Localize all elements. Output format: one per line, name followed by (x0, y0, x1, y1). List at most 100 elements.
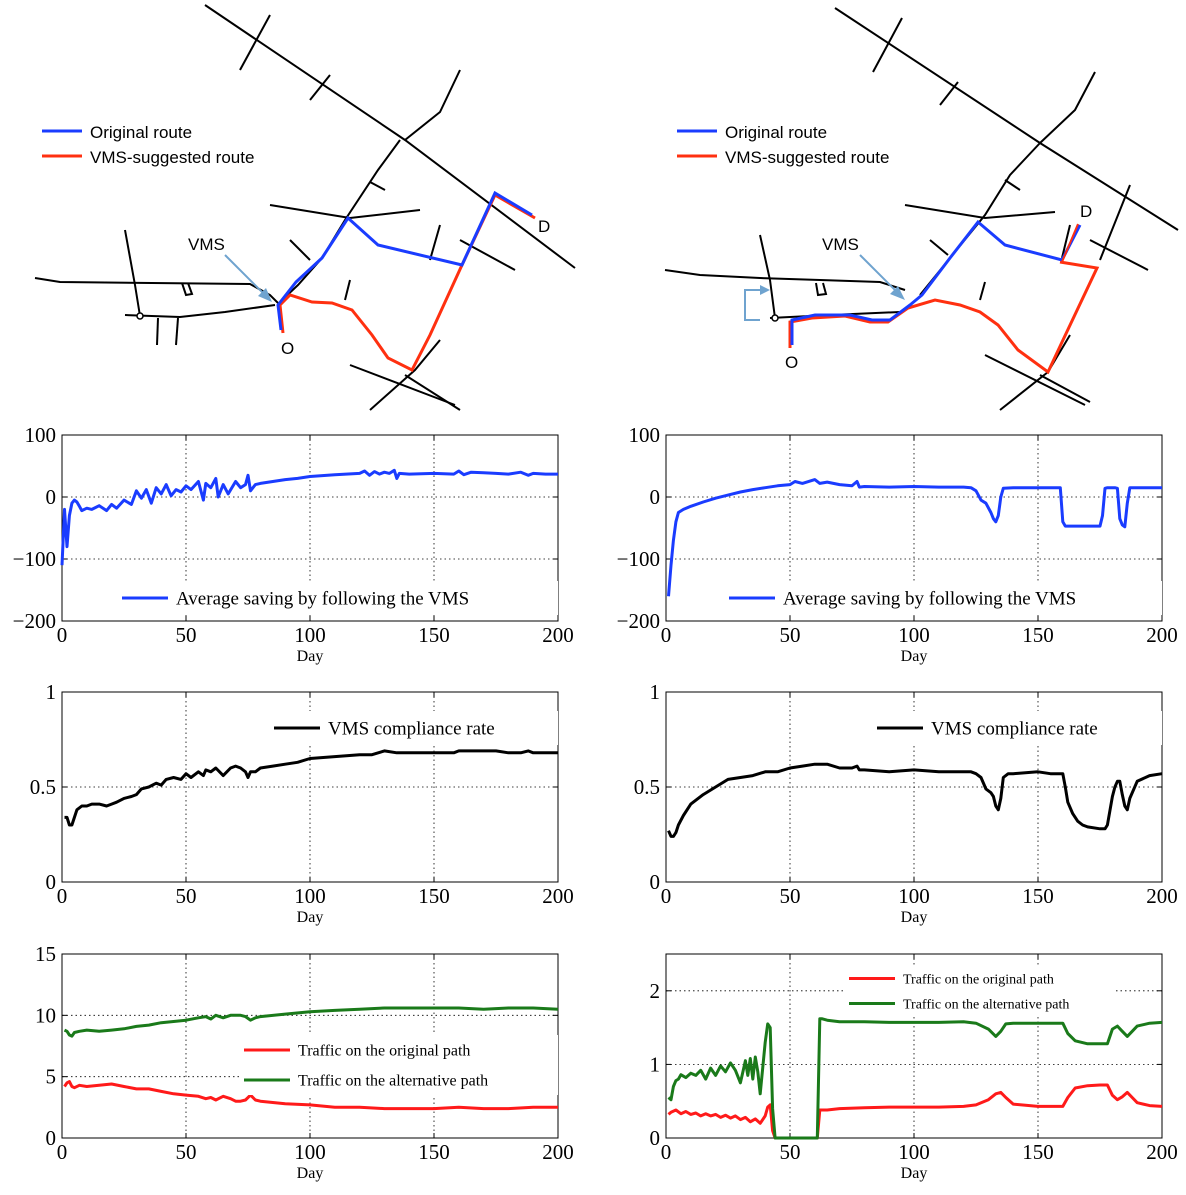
legend: VMS compliance rate (873, 711, 1162, 745)
legend-label: VMS compliance rate (931, 719, 1098, 740)
legend-label: Traffic on the original path (298, 1043, 470, 1060)
chart-right-compliance: 0 50 100 150 200 0 0.5 1 Day VMS compliance rate (634, 680, 1178, 926)
vms-route-spur (1061, 223, 1079, 263)
y-tick-label: −200 (13, 609, 56, 633)
legend: Average saving by following the VMS (725, 581, 1162, 615)
series-line-0 (64, 749, 558, 827)
x-axis-label: Day (901, 909, 928, 926)
y-tick-label: 10 (35, 1003, 56, 1027)
x-tick-label: 150 (1022, 884, 1054, 908)
y-tick-label: 1 (46, 680, 57, 704)
legend-label-original: Original route (90, 123, 192, 142)
y-tick-label: 0 (650, 870, 661, 894)
y-tick-label: 0.5 (30, 775, 56, 799)
legend-box (240, 1035, 558, 1095)
chart-right-traffic: 0 50 100 150 200 0 1 2 Day Traffic on the origina… (650, 953, 1178, 1182)
x-tick-label: 50 (176, 1140, 197, 1164)
x-tick-label: 0 (57, 623, 68, 647)
bypass-arrow (744, 289, 762, 321)
vms-label: VMS (188, 235, 225, 254)
y-tick-label: 0 (650, 1126, 661, 1150)
road-network (664, 7, 1179, 411)
original-route (276, 190, 533, 331)
x-tick-label: 0 (661, 1140, 672, 1164)
map-left: Original route VMS-suggested route VMS O… (34, 4, 576, 411)
series-line-0 (667, 478, 1162, 597)
y-tick-label: 100 (629, 423, 661, 447)
legend-box (725, 581, 1162, 615)
series-line-0 (667, 1083, 1163, 1140)
y-tick-label: −100 (13, 547, 56, 571)
series-line-0 (60, 468, 558, 566)
x-tick-label: 0 (57, 884, 68, 908)
legend-label-original: Original route (725, 123, 827, 142)
y-tick-label: 5 (46, 1065, 57, 1089)
destination-label: D (538, 217, 550, 236)
y-tick-label: 15 (35, 942, 56, 966)
legend-label-vms: VMS-suggested route (90, 148, 254, 167)
junction-marker (771, 314, 779, 322)
x-tick-label: 0 (661, 623, 672, 647)
x-axis-label: Day (297, 648, 324, 665)
x-tick-label: 50 (780, 623, 801, 647)
map-right: Original route VMS-suggested route VMS O… (664, 7, 1179, 411)
bypass-arrow-head (760, 285, 770, 295)
x-tick-label: 150 (1022, 623, 1054, 647)
legend-box (118, 581, 558, 615)
destination-label: D (1080, 202, 1092, 221)
road-network (34, 4, 576, 411)
legend-label-vms: VMS-suggested route (725, 148, 889, 167)
x-tick-label: 50 (780, 1140, 801, 1164)
x-tick-label: 150 (418, 623, 450, 647)
y-tick-label: 0 (650, 485, 661, 509)
series-line-0 (63, 1080, 558, 1111)
map-legend: Original route VMS-suggested route (677, 123, 889, 167)
legend: VMS compliance rate (270, 711, 558, 745)
y-tick-label: 0 (46, 1126, 57, 1150)
vms-arrow-head (258, 288, 272, 302)
vms-suggested-route (788, 260, 1100, 375)
legend: Traffic on the original path Traffic on t… (240, 1035, 558, 1095)
legend: Traffic on the original path Traffic on t… (845, 966, 1115, 1016)
x-tick-label: 100 (898, 1140, 930, 1164)
series-line-1 (667, 1017, 1163, 1140)
x-tick-label: 100 (898, 884, 930, 908)
y-tick-label: 2 (650, 979, 661, 1003)
legend-box (845, 966, 1115, 1016)
y-tick-label: 0.5 (634, 775, 660, 799)
legend-label: Traffic on the alternative path (298, 1073, 488, 1090)
x-tick-label: 50 (176, 884, 197, 908)
x-axis-label: Day (297, 909, 324, 926)
x-tick-label: 100 (898, 623, 930, 647)
x-tick-label: 100 (294, 884, 326, 908)
y-tick-label: 1 (650, 680, 661, 704)
x-tick-label: 200 (1146, 1140, 1178, 1164)
legend-label: VMS compliance rate (328, 719, 495, 740)
vms-label: VMS (822, 235, 859, 254)
vms-arrow-head (890, 286, 905, 300)
x-tick-label: 200 (542, 623, 574, 647)
x-axis-label: Day (901, 1165, 928, 1182)
x-tick-label: 200 (1146, 884, 1178, 908)
legend: Average saving by following the VMS (118, 581, 558, 615)
original-route (790, 219, 1082, 345)
origin-label: O (785, 353, 798, 372)
x-axis-label: Day (901, 648, 928, 665)
x-tick-label: 0 (661, 884, 672, 908)
y-tick-label: −200 (617, 609, 660, 633)
legend-label: Average saving by following the VMS (783, 589, 1076, 610)
legend-label: Average saving by following the VMS (176, 589, 469, 610)
series-line-0 (667, 762, 1163, 838)
x-axis-label: Day (297, 1165, 324, 1182)
x-tick-label: 50 (176, 623, 197, 647)
x-tick-label: 200 (542, 884, 574, 908)
origin-label: O (281, 339, 294, 358)
y-tick-label: −100 (617, 547, 660, 571)
y-tick-label: 1 (650, 1052, 661, 1076)
chart-left-compliance: 0 50 100 150 200 0 0.5 1 Day VMS compliance rate (30, 680, 574, 926)
junction-marker (136, 312, 144, 320)
